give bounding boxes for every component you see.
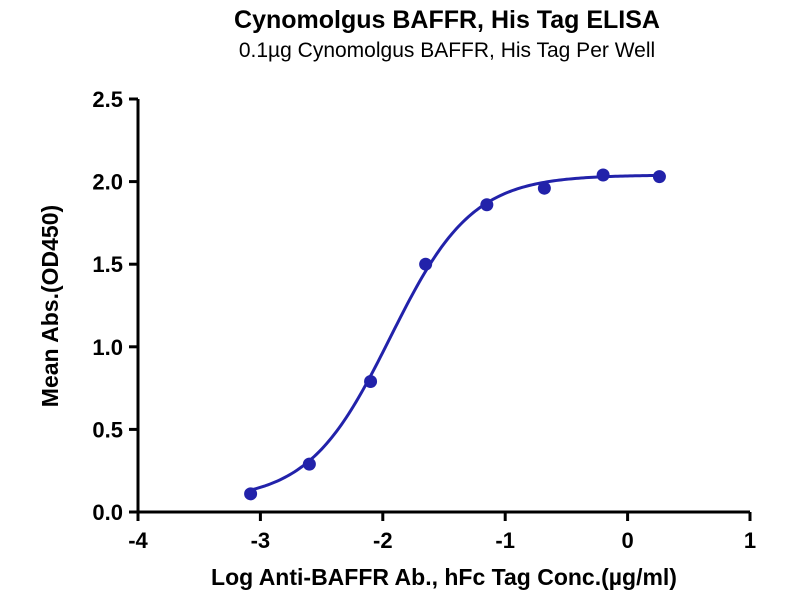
data-point (596, 168, 610, 182)
y-tick-label: 1.5 (92, 252, 123, 277)
y-axis-label: Mean Abs.(OD450) (37, 205, 63, 407)
x-tick-label: 0 (621, 528, 633, 553)
plot-area: -4 -3 -2 -1 0 1 0.0 0.5 1.0 1.5 2.0 2.5 (92, 87, 756, 553)
x-tick-label: -1 (495, 528, 515, 553)
fit-curve (249, 173, 661, 492)
x-tick-label: -4 (128, 528, 148, 553)
data-point (652, 170, 666, 184)
x-tick-label: -2 (373, 528, 393, 553)
y-tick-label: 2.5 (92, 87, 123, 112)
x-tick-label: 1 (744, 528, 756, 553)
data-point (480, 198, 494, 212)
data-point (419, 257, 433, 271)
x-tick-label: -3 (251, 528, 271, 553)
x-axis-label: Log Anti-BAFFR Ab., hFc Tag Conc.(µg/ml) (211, 564, 677, 590)
y-tick-label: 0.5 (92, 417, 123, 442)
data-point (302, 457, 316, 471)
data-point (537, 181, 551, 195)
y-tick-label: 0.0 (92, 500, 123, 525)
y-tick-label: 2.0 (92, 170, 123, 195)
data-point (244, 487, 258, 501)
chart-subtitle: 0.1µg Cynomolgus BAFFR, His Tag Per Well (239, 39, 655, 62)
chart-title: Cynomolgus BAFFR, His Tag ELISA (234, 6, 660, 34)
y-tick-label: 1.0 (92, 335, 123, 360)
data-point (364, 374, 378, 388)
